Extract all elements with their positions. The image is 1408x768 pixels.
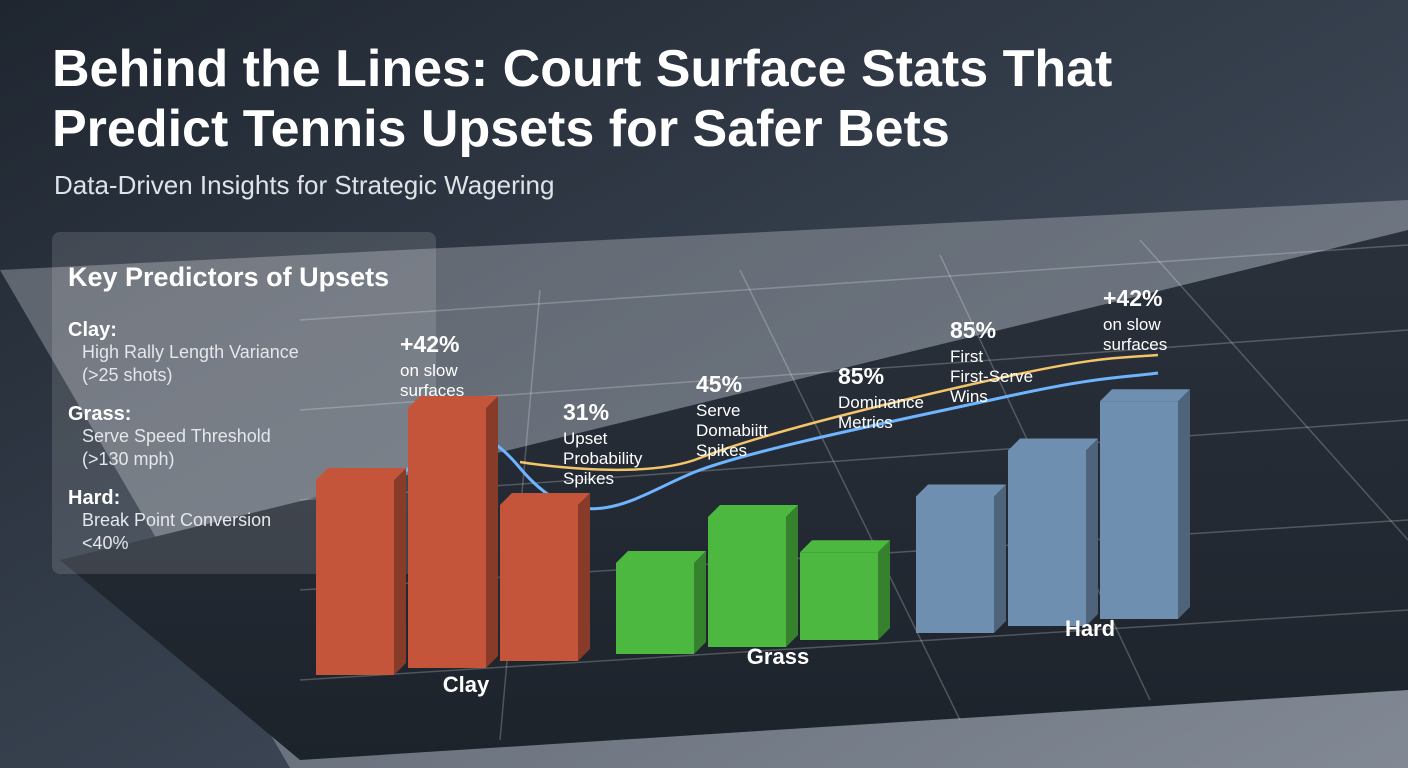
annotation-value: 85% [838, 363, 884, 389]
bar-top [616, 551, 706, 563]
trend-curve [519, 353, 1159, 472]
bar [916, 496, 994, 633]
key-label: Grass: [68, 403, 131, 425]
bar-side [1178, 389, 1190, 619]
annotation-text: surfaces [1103, 335, 1167, 354]
bar [800, 552, 878, 640]
bar [316, 480, 394, 675]
key-detail: (>130 mph) [82, 449, 175, 469]
annotation-text: Probability [563, 449, 643, 468]
key-label: Hard: [68, 487, 120, 509]
bar-top [500, 493, 590, 505]
group-label: Grass [747, 644, 809, 669]
annotation-text: Wins [950, 387, 988, 406]
annotation-text: First [950, 347, 983, 366]
key-detail: <40% [82, 533, 129, 553]
group-label: Hard [1065, 616, 1115, 641]
title-line: Predict Tennis Upsets for Safer Bets [52, 100, 950, 158]
bar-top [1008, 438, 1098, 451]
annotation-value: 45% [696, 371, 742, 397]
bar-side [994, 484, 1006, 633]
annotation-value: 85% [950, 317, 996, 343]
bar-side [578, 493, 590, 661]
bar-side [786, 505, 798, 647]
bar-top [408, 396, 498, 408]
annotation-text: First-Serve [950, 367, 1033, 386]
bar-top [708, 505, 798, 517]
annotation-value: +42% [1103, 285, 1162, 311]
annotation-text: Domabiitt [696, 421, 768, 440]
key-items: Clay:High Rally Length Variance (>25 shot… [68, 319, 299, 553]
bar-side [394, 468, 406, 675]
bar-side [694, 551, 706, 654]
bar [1008, 450, 1086, 626]
bar [500, 505, 578, 661]
annotation-text: Serve [696, 401, 740, 420]
annotation-text: on slow [1103, 315, 1161, 334]
subtitle: Data-Driven Insights for Strategic Wager… [54, 170, 554, 200]
bar-top [316, 468, 406, 480]
bar [708, 517, 786, 647]
bar-side [878, 540, 890, 640]
key-detail: Serve Speed Threshold [82, 426, 271, 446]
key-label: Clay: [68, 319, 117, 341]
key-panel-title: Key Predictors of Upsets [68, 262, 389, 292]
annotation-text: Spikes [696, 441, 747, 460]
bar [1100, 401, 1178, 619]
annotation-text: on slow [400, 361, 458, 380]
group-label: Clay [443, 672, 490, 697]
annotation-text: Spikes [563, 469, 614, 488]
annotation-text: Metrics [838, 413, 893, 432]
annotation-value: 31% [563, 399, 609, 425]
bar [408, 408, 486, 668]
bar-side [1086, 438, 1098, 626]
annotation-text: Dominance [838, 393, 924, 412]
key-detail: High Rally Length Variance [82, 342, 299, 362]
bars: Clay Grass Hard [316, 389, 1190, 697]
annotation-text: Upset [563, 429, 608, 448]
annotation-value: +42% [400, 331, 459, 357]
key-detail: Break Point Conversion [82, 510, 271, 530]
annotation-text: surfaces [400, 381, 464, 400]
annotations: +42%on slowsurfaces31%UpsetProbabilitySp… [400, 285, 1167, 488]
title-line: Behind the Lines: Court Surface Stats Th… [52, 40, 1112, 98]
bar-top [800, 540, 890, 553]
bar-side [486, 396, 498, 668]
bar-top [916, 484, 1006, 497]
bar [616, 563, 694, 654]
bar-top [1100, 389, 1190, 402]
key-detail: (>25 shots) [82, 365, 173, 385]
